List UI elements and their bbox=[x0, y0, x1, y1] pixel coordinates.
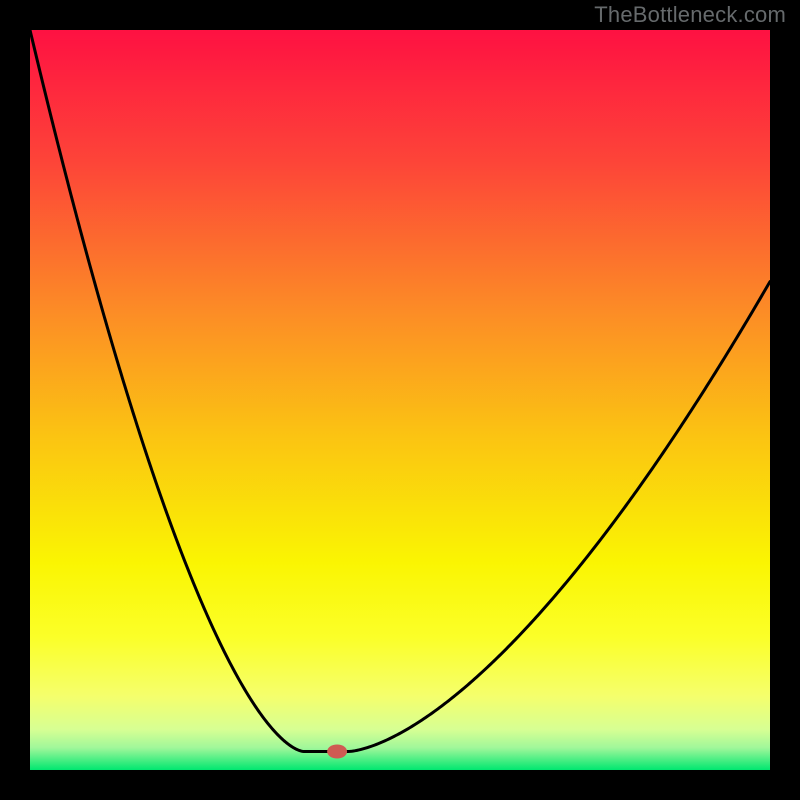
image-root: TheBottleneck.com bbox=[0, 0, 800, 800]
gradient-background bbox=[30, 30, 770, 770]
bottleneck-plot bbox=[0, 0, 800, 800]
min-marker bbox=[327, 745, 347, 759]
watermark-text: TheBottleneck.com bbox=[594, 2, 786, 28]
